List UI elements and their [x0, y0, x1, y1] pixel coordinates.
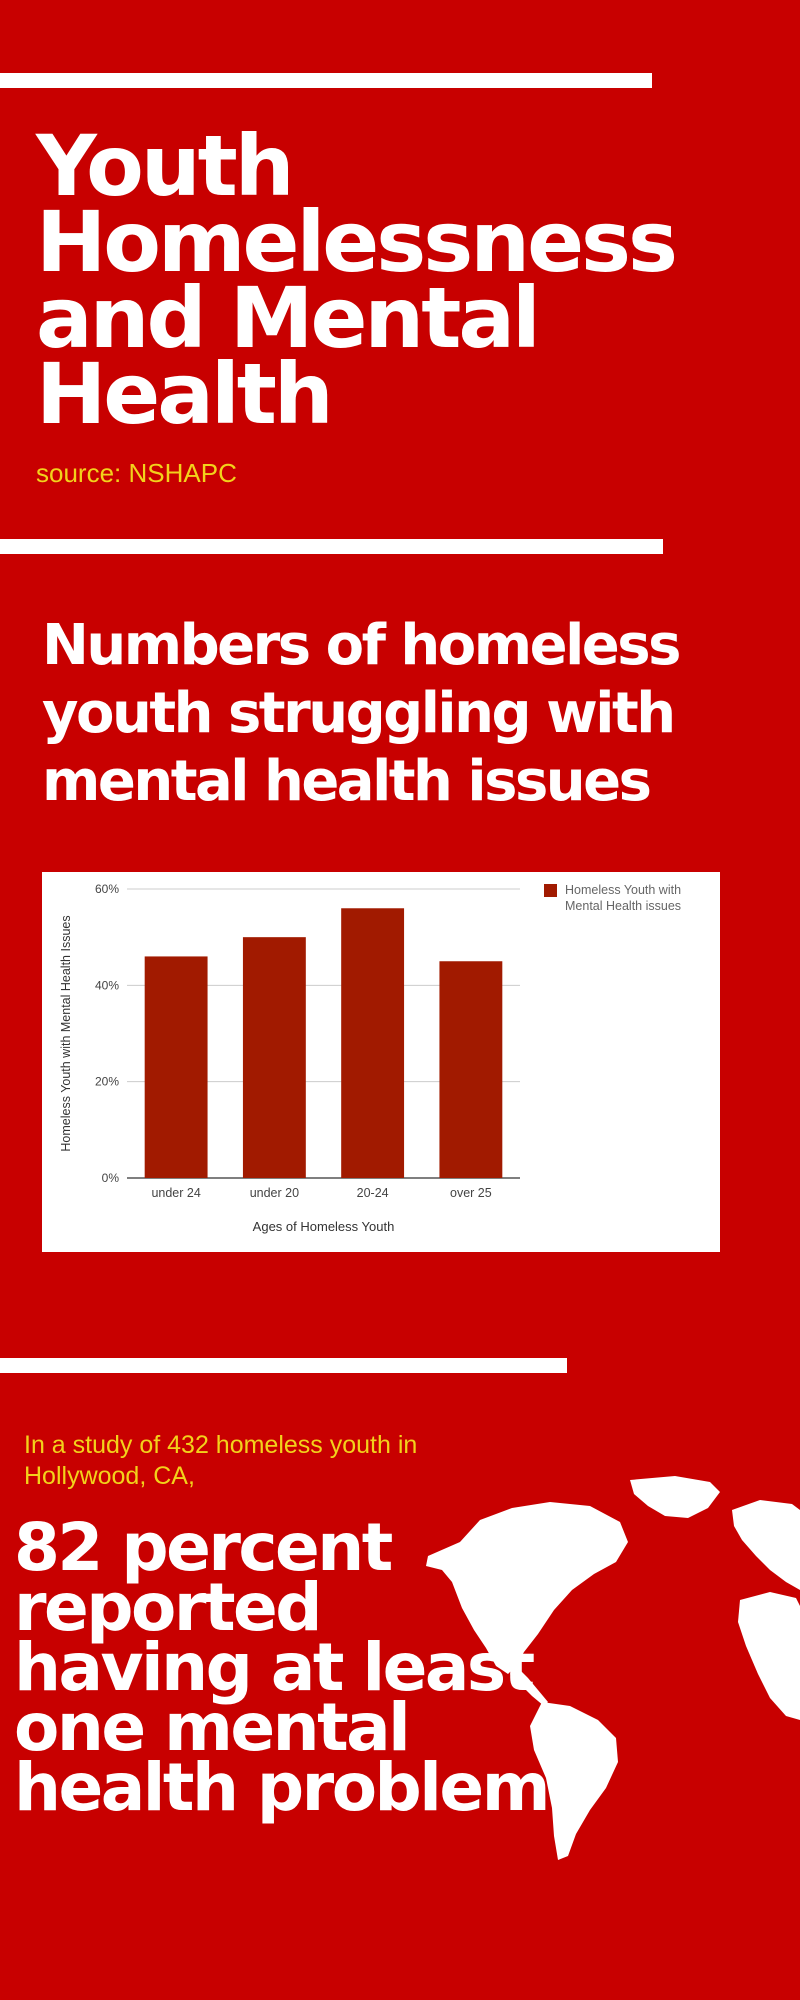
- y-tick-label: 40%: [95, 978, 119, 992]
- top-divider: [0, 73, 652, 88]
- bar-chart: 0% 20% 40% 60% under 24 under 20 20-24 over 25 A…: [59, 882, 681, 1234]
- y-tick-label: 60%: [95, 882, 119, 896]
- bar-under-20: [242, 937, 306, 1178]
- key-statistic: 82 percent reported having at least one …: [14, 1509, 550, 1826]
- x-tick-label: under 20: [250, 1186, 299, 1200]
- bar-chart-card: 0% 20% 40% 60% under 24 under 20 20-24 over 25 A…: [42, 872, 720, 1252]
- section-divider-2: [0, 1358, 567, 1373]
- study-intro: In a study of 432 homeless youth in Holl…: [24, 1431, 418, 1490]
- x-tick-label: over 25: [450, 1186, 492, 1200]
- legend-swatch: [544, 884, 557, 897]
- source-label: source: NSHAPC: [36, 458, 237, 488]
- y-axis-label: Homeless Youth with Mental Health Issues: [59, 915, 73, 1151]
- bar-under-24: [144, 956, 208, 1178]
- y-tick-label: 20%: [95, 1075, 119, 1089]
- legend-label: Homeless Youth with Mental Health issues: [565, 883, 681, 913]
- section-divider-1: [0, 539, 663, 554]
- bar-20-24: [341, 908, 405, 1178]
- page-title: Youth Homelessness and Mental Health: [36, 117, 678, 443]
- y-tick-label: 0%: [102, 1171, 120, 1185]
- x-tick-label: 20-24: [357, 1186, 389, 1200]
- x-axis-label: Ages of Homeless Youth: [253, 1219, 395, 1234]
- chart-section-heading: Numbers of homeless youth struggling wit…: [42, 613, 681, 814]
- world-map-icon: [426, 1476, 800, 1860]
- x-tick-label: under 24: [151, 1186, 200, 1200]
- bar-over-25: [439, 961, 503, 1178]
